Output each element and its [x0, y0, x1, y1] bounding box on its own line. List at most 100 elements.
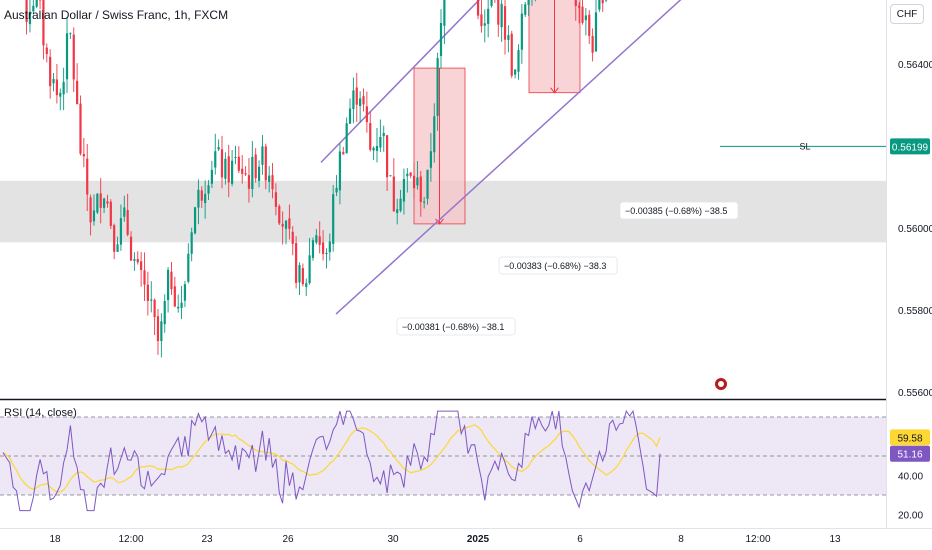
channel-lower-line[interactable]: [335, 0, 727, 315]
measure-arrowhead-1: [550, 87, 559, 94]
candle-body: [426, 169, 429, 199]
candle-body: [76, 80, 79, 105]
candle-body: [328, 241, 331, 253]
candle-body: [352, 90, 355, 110]
candle-body: [224, 158, 227, 179]
candle-body: [409, 172, 412, 176]
candle-body: [153, 299, 156, 318]
candle-body: [106, 201, 109, 204]
candle-body: [476, 0, 480, 16]
candle-body: [355, 87, 358, 105]
candle-body: [193, 207, 197, 234]
candle-body: [369, 123, 372, 150]
price-tick-label: 0.55600: [898, 388, 932, 399]
candle-body: [251, 156, 254, 190]
candle-body: [581, 6, 584, 23]
measure-label-bg-2: [619, 201, 739, 220]
candle-body: [180, 302, 183, 309]
candle-body: [295, 243, 298, 283]
candle-body: [136, 258, 139, 263]
candle-body: [332, 194, 335, 244]
candle-body: [207, 185, 210, 194]
candle-body: [439, 22, 443, 57]
candle-body: [156, 316, 160, 342]
time-tick-label: 26: [282, 534, 294, 545]
candle-body: [342, 152, 345, 155]
candle-body: [311, 240, 315, 258]
candle-body: [419, 176, 422, 203]
price-tick-label: 0.55800: [898, 306, 932, 317]
candle-body: [443, 0, 446, 26]
candle-body: [359, 98, 362, 107]
candle-body: [500, 3, 503, 28]
candle-body: [308, 255, 311, 284]
measure-label-1: −0.00383 (−0.68%) −38.3: [504, 261, 606, 271]
candle-body: [274, 192, 278, 207]
time-tick-label: 8: [678, 534, 684, 545]
candle-body: [146, 284, 149, 301]
candle-body: [598, 0, 601, 10]
candle-body: [140, 261, 143, 270]
candle-body: [129, 236, 133, 261]
candle-body: [396, 209, 399, 214]
candle-body: [89, 197, 92, 223]
candle-body: [365, 106, 368, 123]
candle-body: [429, 151, 432, 168]
candle-body: [399, 198, 402, 211]
chart-title: Australian Dollar / Swiss Franc, 1h, FXC…: [4, 8, 229, 22]
candle-body: [325, 252, 328, 255]
candle-body: [143, 270, 146, 285]
time-tick-label: 2025: [467, 534, 490, 545]
candle-body: [166, 269, 170, 301]
candle-body: [497, 0, 500, 25]
time-tick-label: 30: [387, 534, 399, 545]
currency-button[interactable]: CHF: [890, 4, 924, 24]
time-tick-label: 13: [829, 534, 841, 545]
candle-body: [25, 0, 28, 23]
candle-body: [574, 0, 577, 7]
candle-body: [86, 158, 89, 195]
candle-body: [591, 35, 594, 53]
candle-body: [298, 265, 301, 283]
rsi-tick-label: 20.00: [898, 511, 923, 522]
candle-body: [102, 198, 106, 208]
candle-body: [392, 176, 395, 212]
candle-body: [578, 5, 581, 8]
channel-upper-line[interactable]: [320, 0, 748, 163]
candle-body: [123, 207, 126, 217]
candle-body: [234, 157, 237, 158]
rsi-ma-tag-bg: [890, 429, 930, 446]
candle-body: [379, 137, 382, 148]
candle-body: [375, 145, 379, 151]
candle-body: [197, 189, 200, 208]
candle-body: [72, 34, 75, 80]
measure-label-bg-0: [396, 317, 516, 336]
candle-body: [321, 242, 325, 254]
candle-body: [109, 201, 112, 226]
candle-body: [490, 0, 493, 6]
level-tag-2-bg: [890, 138, 930, 155]
candle-body: [487, 8, 490, 24]
time-tick-label: 6: [577, 534, 583, 545]
candle-body: [402, 178, 406, 202]
candle-body: [416, 177, 419, 186]
candle-body: [406, 173, 409, 177]
measure-label-2: −0.00385 (−0.68%) −38.5: [625, 206, 727, 216]
candle-body: [32, 5, 35, 12]
rsi-ma-line[interactable]: [2, 424, 661, 493]
candle-body: [52, 79, 55, 84]
candle-body: [254, 154, 257, 179]
candle-body: [261, 146, 264, 165]
candle-body: [62, 81, 65, 95]
candle-body: [59, 92, 62, 97]
candle-body: [480, 14, 483, 27]
candle-body: [214, 151, 217, 168]
candle-body: [231, 160, 234, 184]
candle-body: [281, 223, 284, 227]
candle-body: [96, 193, 99, 213]
rsi-line[interactable]: [2, 409, 661, 512]
candle-body: [126, 210, 129, 235]
candle-body: [257, 166, 261, 181]
candle-body: [65, 33, 69, 80]
